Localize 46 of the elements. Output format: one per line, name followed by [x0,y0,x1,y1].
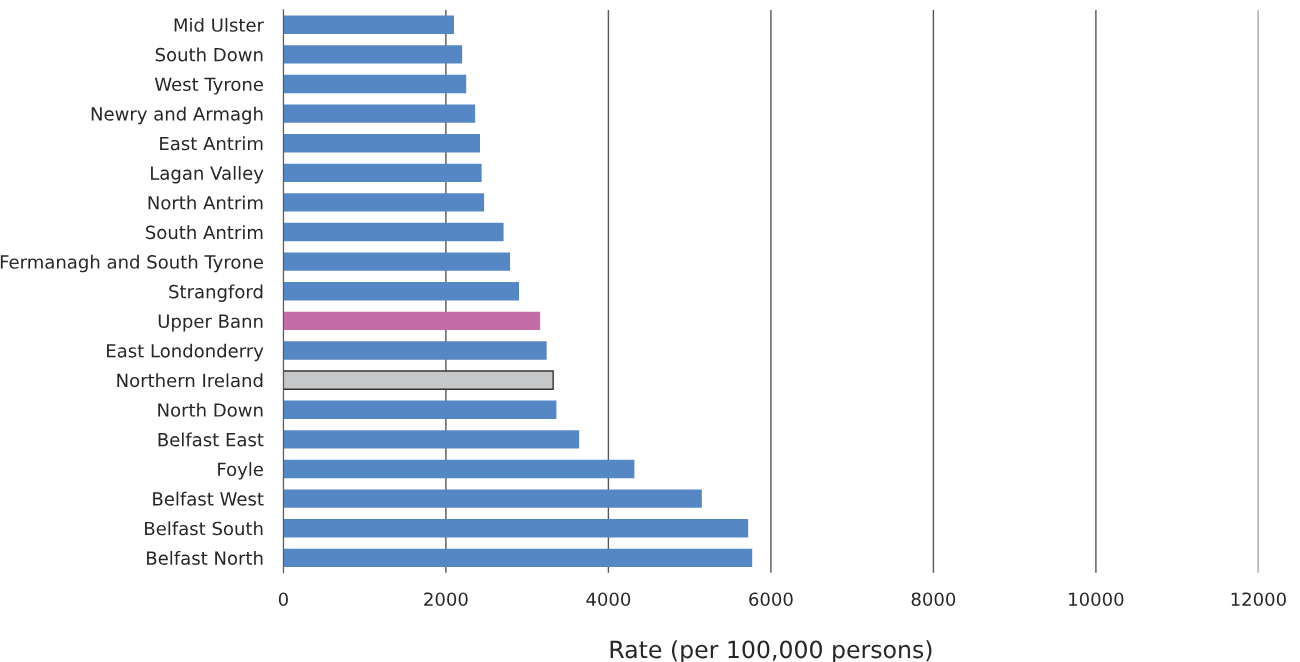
bar [283,459,635,479]
y-tick-label: Belfast South [145,521,263,536]
y-tick-label: South Down [155,47,263,62]
bar [283,370,554,391]
bar [283,163,482,182]
y-tick-label: North Down [158,402,263,417]
y-tick-label: Lagan Valley [151,165,264,184]
y-tick-label: Newry and Armagh [91,106,263,125]
bar [283,222,504,242]
y-tick-label: West Tyrone [154,77,263,95]
bar [283,252,511,271]
y-tick-label: North Antrim [148,195,263,210]
y-tick-label: Belfast East [158,432,264,447]
y-tick-label: South Antrim [146,225,263,240]
x-tick-label: 0 [278,592,288,607]
bar [283,104,476,123]
bar [283,134,481,153]
y-tick-label: Belfast North [147,550,263,565]
bar [283,341,547,360]
bar [283,519,749,538]
bar [283,548,753,567]
bar [283,193,485,212]
y-tick-label: Upper Bann [158,314,263,332]
x-axis-title: Rate (per 100,000 persons) [610,640,932,662]
y-tick-label: Mid Ulster [174,17,264,32]
y-tick-label: Fermanagh and South Tyrone [0,254,263,273]
y-tick-label: East Antrim [160,136,263,151]
bar [283,489,702,508]
bar [283,74,467,94]
bar [283,15,455,34]
x-tick-label: 8000 [911,592,956,607]
y-tick-label: Northern Ireland [117,373,263,388]
x-tick-label: 12000 [1231,592,1286,607]
y-tick-label: Strangford [169,284,263,302]
x-tick-label: 6000 [749,592,793,607]
bar [283,430,580,449]
y-tick-label: Foyle [218,462,263,480]
y-tick-label: Belfast West [153,491,264,506]
x-tick-label: 2000 [424,592,468,607]
x-tick-label: 4000 [586,592,631,607]
bar [283,45,463,64]
bar [283,400,557,419]
y-tick-label: East Londonderry [107,343,264,362]
bar [283,282,520,301]
bar [283,311,541,331]
x-tick-label: 10000 [1069,592,1124,607]
